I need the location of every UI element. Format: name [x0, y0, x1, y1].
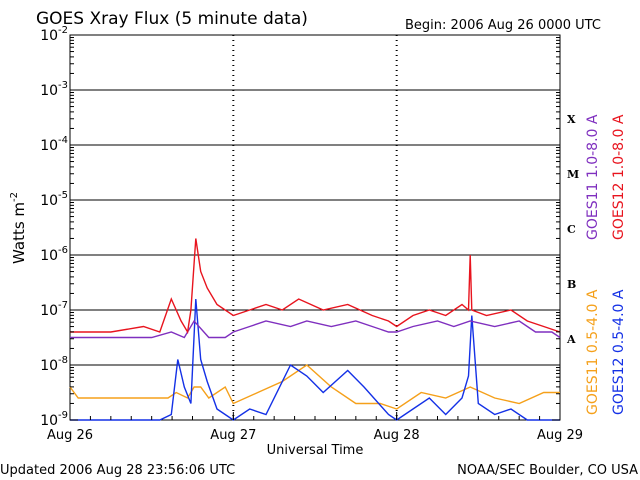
- series-line: [69, 364, 560, 410]
- updated-timestamp: Updated 2006 Aug 28 23:56:06 UTC: [0, 463, 235, 478]
- series-layer: [69, 238, 561, 421]
- begin-label: Begin: 2006 Aug 26 0000 UTC: [405, 18, 601, 33]
- y-tick-label: 10-9: [40, 410, 68, 429]
- legend: GOES11 1.0-8.0 A GOES12 1.0-8.0 A GOES11 0…: [585, 114, 627, 415]
- x-tick-label: Aug 27: [210, 428, 256, 443]
- y-tick-label: 10-8: [40, 355, 68, 374]
- legend-entry: GOES11 1.0-8.0 A: [585, 114, 601, 240]
- y-tick-label: 10-2: [40, 25, 68, 44]
- y-tick-label: 10-5: [40, 190, 68, 209]
- flare-class-label: M: [567, 168, 579, 181]
- flare-class-label: A: [566, 333, 576, 346]
- y-axis-label: Watts m-2: [9, 192, 28, 264]
- plot-area: [69, 34, 561, 421]
- y-tick-label: 10-6: [40, 245, 68, 264]
- y-axis-ticks: 10-9 10-8 10-7 10-6 10-5 10-4 10-3 10-2: [40, 25, 560, 429]
- series-line: [70, 319, 561, 339]
- x-tick-label: Aug 26: [47, 428, 93, 443]
- x-tick-label: Aug 29: [537, 428, 583, 443]
- x-tick-label: Aug 28: [374, 428, 420, 443]
- y-tick-label: 10-3: [40, 80, 68, 99]
- flare-class-labels: X M C B A: [566, 113, 579, 346]
- legend-entry: GOES11 0.5-4.0 A: [585, 289, 601, 415]
- y-tick-label: 10-4: [40, 135, 68, 154]
- chart-title: GOES Xray Flux (5 minute data): [36, 9, 308, 29]
- flare-class-label: C: [567, 223, 576, 236]
- legend-entry: GOES12 1.0-8.0 A: [611, 114, 627, 240]
- flare-class-label: B: [567, 278, 576, 291]
- x-axis-label: Universal Time: [267, 443, 364, 458]
- series-line: [70, 238, 561, 335]
- day-boundary-markers: [232, 35, 398, 420]
- x-axis-ticks: Aug 26 Aug 27 Aug 28 Aug 29: [47, 412, 583, 443]
- flare-class-label: X: [567, 113, 576, 126]
- series-line: [70, 298, 560, 421]
- credit-text: NOAA/SEC Boulder, CO USA: [457, 463, 638, 478]
- grid-lines: [70, 89, 560, 366]
- y-tick-label: 10-7: [40, 300, 68, 319]
- legend-entry: GOES12 0.5-4.0 A: [611, 289, 627, 415]
